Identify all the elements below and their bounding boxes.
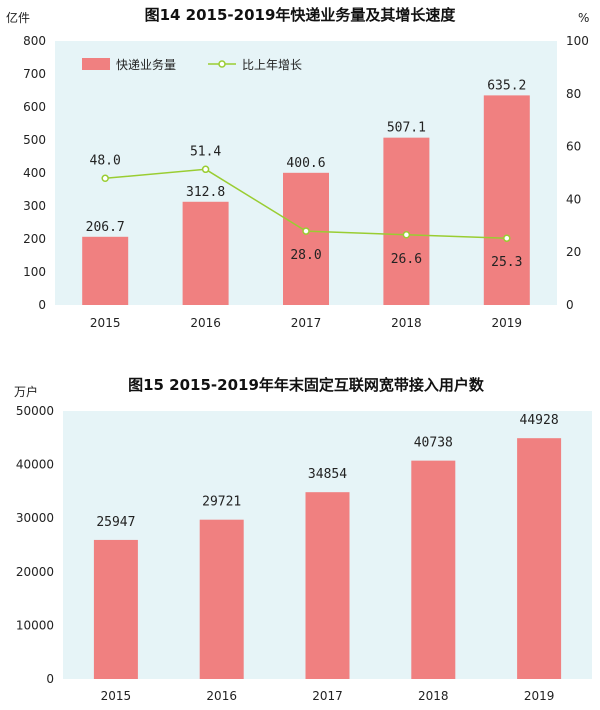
y-tick-label: 0 <box>46 672 54 686</box>
bar-value-label: 400.6 <box>286 156 325 171</box>
growth-value-label: 48.0 <box>90 153 121 168</box>
chart2-title: 图15 2015-2019年年末固定互联网宽带接入用户数 <box>128 376 485 394</box>
y-tick-label: 50000 <box>16 404 54 418</box>
chart1-title: 图14 2015-2019年快递业务量及其增长速度 <box>145 6 457 24</box>
legend-bar-label: 快递业务量 <box>116 57 176 72</box>
bar-value-label: 40738 <box>414 436 453 451</box>
right-tick-label: 80 <box>566 87 581 101</box>
bar-value-label: 29721 <box>202 495 241 510</box>
bar-2019 <box>483 95 530 305</box>
left-tick-label: 300 <box>23 199 46 213</box>
left-tick-label: 600 <box>23 100 46 114</box>
growth-point-2016 <box>201 165 210 174</box>
growth-point-2019 <box>503 234 511 242</box>
left-tick-label: 200 <box>23 232 46 246</box>
growth-point-2018 <box>402 231 411 239</box>
x-tick-label: 2015 <box>90 316 121 330</box>
bar-2018 <box>411 460 456 679</box>
chart1-legend: 快递业务量 比上年增长 <box>82 57 302 72</box>
growth-point-2015 <box>101 174 109 183</box>
left-tick-label: 500 <box>23 133 46 147</box>
chart1-left-unit: 亿件 <box>6 10 30 25</box>
bar-2017 <box>283 172 329 305</box>
chart1-right-unit: % <box>578 11 589 25</box>
bar-2017 <box>305 492 350 679</box>
left-tick-label: 800 <box>23 34 46 48</box>
left-tick-label: 0 <box>38 298 46 312</box>
chart1-growth-line: 48.0 51.4 28.0 26.6 25.3 <box>90 144 523 270</box>
bar-value-label: 44928 <box>520 413 559 428</box>
chart-express-volume: 图14 2015-2019年快递业务量及其增长速度 亿件 % 010020030… <box>6 6 589 330</box>
chart2-bars: 25947 29721 34854 40738 44928 <box>93 413 562 679</box>
bar-2015 <box>93 539 138 679</box>
bar-value-label: 34854 <box>308 467 347 482</box>
bar-2016 <box>182 201 229 305</box>
chart-broadband-users: 图15 2015-2019年年末固定互联网宽带接入用户数 万户 0 10000 20… <box>14 376 592 703</box>
chart1-x-axis: 2015 2016 2017 2018 2019 <box>90 316 522 330</box>
left-tick-label: 700 <box>23 67 46 81</box>
x-tick-label: 2019 <box>492 316 523 330</box>
right-tick-label: 100 <box>566 34 589 48</box>
bar-2016 <box>199 519 244 679</box>
bar-2015 <box>82 236 129 305</box>
bar-value-label: 507.1 <box>387 121 426 136</box>
y-tick-label: 20000 <box>16 565 54 579</box>
y-tick-label: 40000 <box>16 458 54 472</box>
right-tick-label: 0 <box>566 298 574 312</box>
bar-2019 <box>517 438 562 679</box>
right-tick-label: 20 <box>566 245 581 259</box>
x-tick-label: 2017 <box>291 316 322 330</box>
x-tick-label: 2015 <box>101 689 132 703</box>
x-tick-label: 2019 <box>524 689 555 703</box>
growth-value-label: 51.4 <box>190 144 221 159</box>
legend-bar-swatch <box>82 58 110 70</box>
bar-value-label: 25947 <box>96 515 135 530</box>
chart2-y-unit: 万户 <box>14 384 38 399</box>
bar-value-label: 312.8 <box>186 185 225 200</box>
chart1-left-axis: 0 100 200 300 400 500 600 700 800 <box>23 34 46 312</box>
x-tick-label: 2016 <box>206 689 237 703</box>
chart1-right-axis: 0 20 40 60 80 100 <box>566 34 589 312</box>
x-tick-label: 2018 <box>391 316 422 330</box>
y-tick-label: 30000 <box>16 511 54 525</box>
x-tick-label: 2017 <box>312 689 343 703</box>
x-tick-label: 2016 <box>190 316 221 330</box>
legend-line-label: 比上年增长 <box>242 58 302 72</box>
x-tick-label: 2018 <box>418 689 449 703</box>
bar-value-label: 635.2 <box>487 78 526 93</box>
right-tick-label: 40 <box>566 192 581 206</box>
chart1-bars: 206.7 312.8 400.6 507.1 635.2 <box>82 78 530 305</box>
right-tick-label: 60 <box>566 140 581 154</box>
bar-2018 <box>383 137 430 305</box>
left-tick-label: 400 <box>23 166 46 180</box>
chart2-x-axis: 2015 2016 2017 2018 2019 <box>101 689 555 703</box>
growth-value-label: 28.0 <box>290 248 321 263</box>
y-tick-label: 10000 <box>16 618 54 632</box>
growth-point-2017 <box>302 227 310 235</box>
bar-value-label: 206.7 <box>86 220 125 235</box>
legend-line-marker <box>218 60 226 68</box>
chart2-y-axis: 0 10000 20000 30000 40000 50000 <box>16 404 54 686</box>
growth-value-label: 25.3 <box>491 255 522 270</box>
left-tick-label: 100 <box>23 265 46 279</box>
growth-value-label: 26.6 <box>391 252 422 267</box>
